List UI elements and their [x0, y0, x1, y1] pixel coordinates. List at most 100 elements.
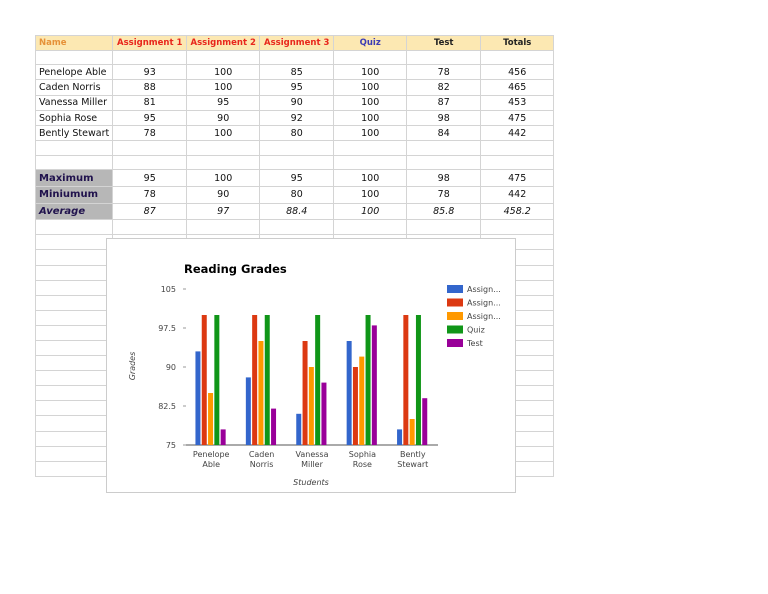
- cell[interactable]: 78: [406, 63, 482, 81]
- cell[interactable]: 87: [406, 94, 482, 111]
- cell[interactable]: [34, 219, 114, 236]
- cell[interactable]: [186, 155, 261, 171]
- cell[interactable]: [112, 219, 188, 236]
- cell[interactable]: 80: [259, 125, 335, 142]
- cell[interactable]: [34, 50, 114, 65]
- cell[interactable]: [34, 460, 114, 477]
- cell[interactable]: 475: [480, 169, 555, 188]
- cell[interactable]: 90: [259, 94, 335, 111]
- cell[interactable]: Assignment 2: [186, 35, 261, 51]
- cell[interactable]: 442: [480, 125, 555, 142]
- cell[interactable]: [406, 155, 482, 171]
- cell[interactable]: [34, 249, 114, 266]
- cell[interactable]: [34, 234, 114, 251]
- cell[interactable]: 84: [406, 125, 482, 142]
- cell[interactable]: Bently Stewart: [34, 125, 114, 142]
- cell[interactable]: Vanessa Miller: [34, 94, 114, 111]
- cell[interactable]: [34, 430, 114, 447]
- cell[interactable]: 88.4: [259, 202, 335, 221]
- cell[interactable]: 82: [406, 79, 482, 96]
- cell[interactable]: [333, 140, 408, 157]
- cell[interactable]: Assignment 3: [259, 35, 335, 51]
- cell[interactable]: 92: [259, 109, 335, 127]
- cell[interactable]: 95: [259, 169, 335, 188]
- cell[interactable]: Sophia Rose: [34, 109, 114, 127]
- cell[interactable]: [406, 219, 482, 236]
- cell[interactable]: 93: [112, 63, 188, 81]
- cell[interactable]: [480, 155, 555, 171]
- cell[interactable]: Miniumum: [34, 186, 114, 204]
- cell[interactable]: [34, 385, 114, 402]
- cell[interactable]: 100: [186, 79, 261, 96]
- cell[interactable]: [480, 219, 555, 236]
- cell[interactable]: 98: [406, 169, 482, 188]
- cell[interactable]: [186, 219, 261, 236]
- cell[interactable]: 100: [333, 109, 408, 127]
- cell[interactable]: 100: [333, 63, 408, 81]
- cell[interactable]: 456: [480, 63, 555, 81]
- cell[interactable]: Assignment 1: [112, 35, 188, 51]
- cell[interactable]: 90: [186, 109, 261, 127]
- cell[interactable]: [333, 50, 408, 65]
- cell[interactable]: 100: [333, 186, 408, 204]
- cell[interactable]: 453: [480, 94, 555, 111]
- cell[interactable]: 95: [186, 94, 261, 111]
- cell[interactable]: 100: [333, 125, 408, 142]
- cell[interactable]: [34, 400, 114, 417]
- cell[interactable]: 95: [112, 109, 188, 127]
- cell[interactable]: [34, 294, 114, 311]
- cell[interactable]: [406, 140, 482, 157]
- cell[interactable]: 95: [112, 169, 188, 188]
- cell[interactable]: [34, 264, 114, 281]
- cell[interactable]: Maximum: [34, 169, 114, 188]
- cell[interactable]: 87: [112, 202, 188, 221]
- cell[interactable]: [34, 324, 114, 342]
- cell[interactable]: 475: [480, 109, 555, 127]
- cell[interactable]: 97: [186, 202, 261, 221]
- cell[interactable]: [259, 140, 335, 157]
- cell[interactable]: 100: [333, 202, 408, 221]
- cell[interactable]: 95: [259, 79, 335, 96]
- cell[interactable]: [406, 50, 482, 65]
- cell[interactable]: 80: [259, 186, 335, 204]
- cell[interactable]: 81: [112, 94, 188, 111]
- cell[interactable]: [480, 140, 555, 157]
- cell[interactable]: Caden Norris: [34, 79, 114, 96]
- cell[interactable]: 90: [186, 186, 261, 204]
- cell[interactable]: [34, 279, 114, 296]
- cell[interactable]: Quiz: [333, 35, 408, 51]
- cell[interactable]: Name: [34, 35, 114, 51]
- cell[interactable]: [186, 50, 261, 65]
- cell[interactable]: 78: [112, 186, 188, 204]
- cell[interactable]: [112, 140, 188, 157]
- cell[interactable]: [34, 140, 114, 157]
- cell[interactable]: [480, 50, 555, 65]
- cell[interactable]: [333, 155, 408, 171]
- cell[interactable]: [259, 155, 335, 171]
- cell[interactable]: 85.8: [406, 202, 482, 221]
- cell[interactable]: 98: [406, 109, 482, 127]
- cell[interactable]: [186, 140, 261, 157]
- cell[interactable]: [34, 370, 114, 387]
- cell[interactable]: 100: [186, 63, 261, 81]
- cell[interactable]: Test: [406, 35, 482, 51]
- cell[interactable]: 78: [112, 125, 188, 142]
- cell[interactable]: 100: [333, 94, 408, 111]
- cell[interactable]: Average: [34, 202, 114, 221]
- cell[interactable]: 442: [480, 186, 555, 204]
- cell[interactable]: 88: [112, 79, 188, 96]
- cell[interactable]: 100: [186, 125, 261, 142]
- cell[interactable]: 465: [480, 79, 555, 96]
- cell[interactable]: [34, 340, 114, 357]
- cell[interactable]: [34, 309, 114, 326]
- cell[interactable]: 100: [333, 169, 408, 188]
- cell[interactable]: 78: [406, 186, 482, 204]
- cell[interactable]: [259, 50, 335, 65]
- cell[interactable]: [112, 155, 188, 171]
- cell[interactable]: 85: [259, 63, 335, 81]
- cell[interactable]: [112, 50, 188, 65]
- cell[interactable]: 100: [186, 169, 261, 188]
- cell[interactable]: 100: [333, 79, 408, 96]
- cell[interactable]: Totals: [480, 35, 555, 51]
- cell[interactable]: 458.2: [480, 202, 555, 221]
